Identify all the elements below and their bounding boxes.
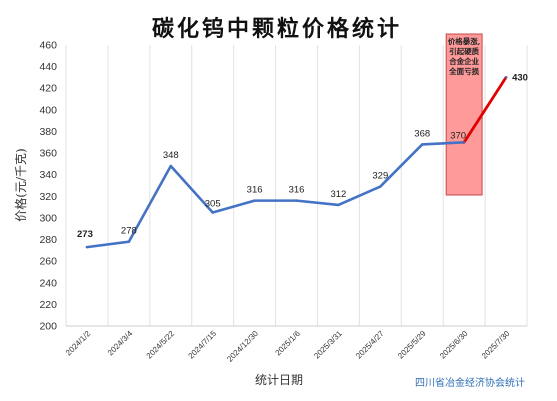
annotation-line: 合金企业 bbox=[449, 56, 479, 66]
y-tick-label: 260 bbox=[39, 256, 57, 268]
data-label: 312 bbox=[330, 189, 346, 200]
annotation-line: 引起硬质 bbox=[449, 46, 479, 56]
data-point bbox=[211, 211, 214, 214]
y-axis-title: 价格(元/千克) bbox=[13, 148, 28, 221]
x-tick-label: 2025/3/31 bbox=[312, 329, 344, 361]
data-point bbox=[462, 141, 466, 144]
x-tick-label: 2025/5/29 bbox=[396, 329, 428, 361]
data-label: 370 bbox=[450, 130, 466, 141]
data-label: 430 bbox=[512, 72, 528, 83]
data-label: 273 bbox=[77, 229, 93, 240]
y-tick-label: 360 bbox=[39, 148, 57, 160]
y-tick-label: 280 bbox=[39, 234, 57, 246]
data-label: 316 bbox=[289, 185, 305, 196]
data-label: 368 bbox=[414, 128, 430, 139]
x-tick-label: 2024/7/15 bbox=[187, 329, 219, 361]
x-tick-label: 2024/5/22 bbox=[145, 329, 177, 361]
x-tick-label: 2025/6/30 bbox=[438, 329, 470, 361]
data-point bbox=[253, 199, 256, 202]
data-point bbox=[421, 143, 424, 146]
y-tick-label: 400 bbox=[39, 104, 57, 116]
y-tick-label: 440 bbox=[39, 61, 57, 73]
x-tick-label: 2024/3/4 bbox=[106, 329, 135, 358]
grid bbox=[65, 45, 528, 327]
data-point bbox=[127, 240, 131, 243]
surge-line bbox=[462, 76, 508, 144]
y-tick-label: 380 bbox=[39, 126, 57, 138]
data-point bbox=[295, 199, 298, 202]
y-tick-label: 220 bbox=[39, 299, 57, 311]
y-axis: 200 220 240 260 280 300 320 340 360 380 400 420 440 4… bbox=[39, 40, 57, 333]
data-point bbox=[337, 203, 340, 207]
data-point bbox=[379, 185, 382, 188]
y-tick-label: 420 bbox=[39, 83, 57, 95]
y-tick-label: 300 bbox=[39, 212, 57, 224]
series bbox=[85, 76, 508, 249]
data-point bbox=[504, 76, 508, 79]
y-tick-label: 460 bbox=[39, 40, 57, 52]
y-tick-label: 340 bbox=[39, 169, 57, 181]
annotation-line: 全面亏损 bbox=[448, 66, 479, 76]
data-label: 316 bbox=[247, 185, 263, 196]
x-tick-label: 2025/7/30 bbox=[480, 329, 512, 361]
data-labels: 273 278 348 305 316 316 312 329 368 370 430 bbox=[77, 72, 528, 240]
x-tick-label: 2024/1/2 bbox=[64, 329, 93, 358]
x-tick-label: 2025/4/27 bbox=[354, 329, 386, 361]
data-point bbox=[169, 164, 172, 168]
x-axis: 2024/1/2 2024/3/4 2024/5/22 2024/7/15 2024/1… bbox=[64, 329, 512, 364]
x-tick-label: 2025/1/6 bbox=[274, 329, 303, 358]
y-tick-label: 320 bbox=[39, 191, 57, 203]
data-label: 278 bbox=[121, 226, 137, 237]
y-tick-label: 240 bbox=[39, 277, 57, 289]
series-line bbox=[85, 140, 466, 249]
annotation-line: 价格暴涨, bbox=[448, 36, 481, 46]
data-point bbox=[85, 245, 89, 249]
x-tick-label: 2024/12/30 bbox=[225, 329, 260, 364]
x-axis-title: 统计日期 bbox=[255, 373, 303, 387]
data-label: 329 bbox=[372, 171, 388, 182]
data-label: 305 bbox=[205, 199, 221, 210]
chart-title: 碳化钨中颗粒价格统计 bbox=[152, 16, 402, 42]
y-tick-label: 200 bbox=[39, 321, 57, 333]
source-note: 四川省冶金经济协会统计 bbox=[415, 376, 525, 389]
data-label: 348 bbox=[163, 150, 179, 161]
